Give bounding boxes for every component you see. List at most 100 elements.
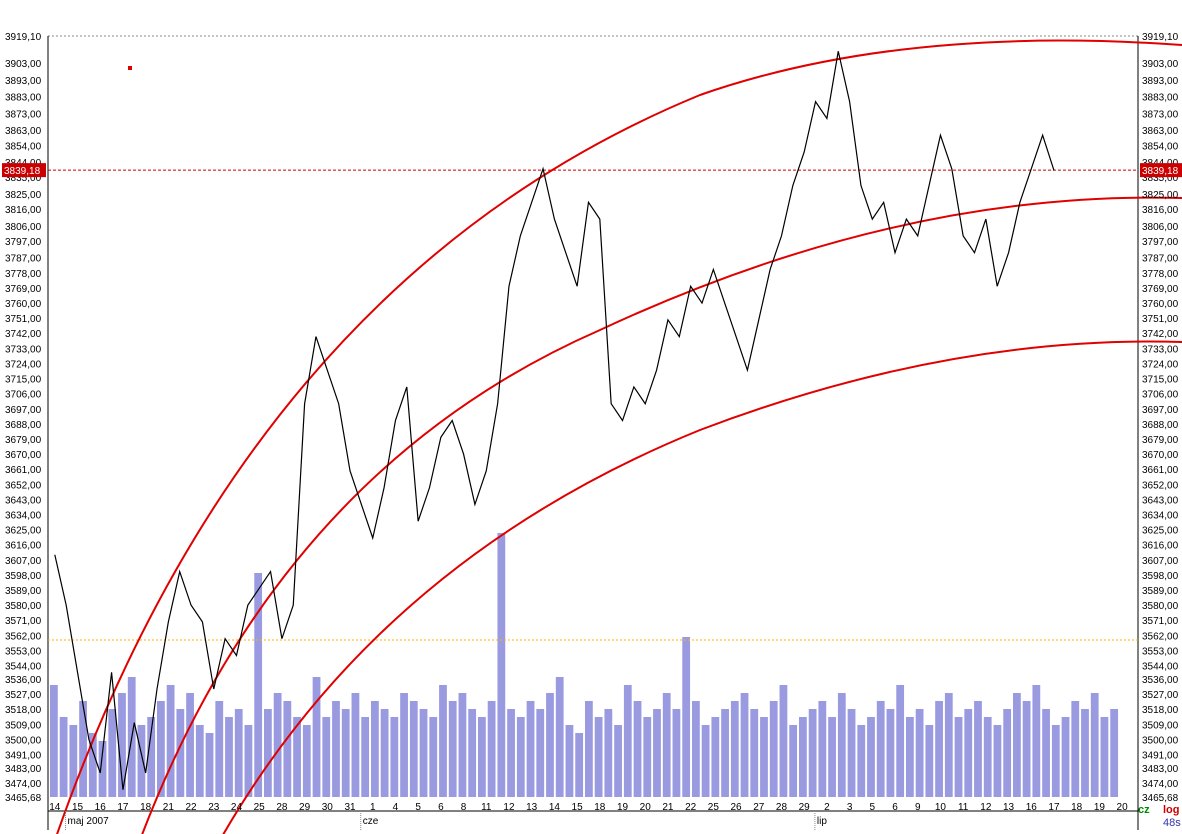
y-axis-right: 3919,10 3903,00 3893,00 3883,00 3873,00 3863,…	[1142, 32, 1179, 804]
volume-bar	[283, 701, 292, 797]
y-tick-label-left: 3607,00	[5, 556, 42, 567]
x-tick-label: 26	[731, 802, 743, 813]
volume-bar	[944, 693, 953, 797]
x-tick-label: 8	[461, 802, 467, 813]
y-tick-label-right: 3697,00	[1142, 405, 1179, 416]
y-tick-label-right: 3919,10	[1142, 32, 1179, 43]
y-tick-label-right: 3863,00	[1142, 126, 1179, 137]
y-tick-label-left: 3580,00	[5, 601, 42, 612]
volume-bar	[390, 717, 399, 797]
x-tick-label: 25	[708, 802, 720, 813]
x-tick-label: 2	[824, 802, 830, 813]
y-tick-label-left: 3919,10	[5, 32, 42, 43]
y-tick-label-left: 3509,00	[5, 720, 42, 731]
volume-bar	[711, 717, 720, 797]
volume-bar	[760, 717, 768, 797]
volume-bar	[769, 701, 778, 797]
x-tick-label: 29	[799, 802, 811, 813]
x-tick-label: 15	[72, 802, 84, 813]
volume-bar	[643, 717, 652, 797]
y-tick-label-right: 3580,00	[1142, 601, 1179, 612]
y-tick-label-left: 3733,00	[5, 344, 42, 355]
x-tick-label: 12	[503, 802, 515, 813]
volume-bar	[147, 717, 156, 797]
x-tick-label: 6	[438, 802, 444, 813]
volume-bar	[487, 701, 496, 797]
legend-cz[interactable]: cz	[1138, 804, 1150, 816]
volume-bar	[585, 701, 593, 797]
volume-bar	[225, 717, 233, 797]
y-tick-label-left: 3742,00	[5, 329, 42, 340]
volume-bar	[847, 709, 856, 797]
volume-bar	[1003, 709, 1012, 797]
y-tick-label-right: 3634,00	[1142, 510, 1179, 521]
arc-line	[222, 340, 1182, 834]
volume-bar	[351, 693, 360, 797]
y-tick-label-left: 3760,00	[5, 299, 42, 310]
volume-bar	[935, 701, 943, 797]
x-tick-label: 12	[980, 802, 992, 813]
volume-bar	[750, 709, 759, 797]
volume-bar	[692, 701, 700, 797]
volume-bar	[1061, 717, 1070, 797]
y-tick-label-right: 3778,00	[1142, 269, 1179, 280]
x-tick-label: 18	[1071, 802, 1083, 813]
volume-bar	[361, 717, 370, 797]
x-tick-label: 22	[186, 802, 198, 813]
y-tick-label-left: 3863,00	[5, 126, 42, 137]
current-price-marker-left	[2, 163, 46, 178]
y-tick-label-left: 3562,00	[5, 631, 42, 642]
volume-bar	[497, 533, 506, 797]
x-tick-label: 16	[1026, 802, 1038, 813]
y-tick-label-left: 3643,00	[5, 495, 42, 506]
volume-bar	[896, 685, 905, 797]
volume-bar	[993, 725, 1002, 797]
volume-bar	[157, 701, 165, 797]
y-tick-label-left: 3697,00	[5, 405, 42, 416]
volume-bar	[594, 717, 603, 797]
y-tick-label-right: 3715,00	[1142, 375, 1179, 386]
volume-bar	[526, 701, 535, 797]
reference-lines	[47, 35, 1139, 830]
legend-log[interactable]: log	[1163, 804, 1180, 816]
volume-bar	[1022, 701, 1031, 797]
volume-bar	[604, 709, 613, 797]
y-tick-label-left: 3518,00	[5, 705, 42, 716]
y-tick-label-right: 3607,00	[1142, 556, 1179, 567]
y-tick-label-right: 3751,00	[1142, 314, 1179, 325]
volume-bar	[108, 709, 117, 797]
x-tick-label: 21	[163, 802, 175, 813]
volume-bar	[79, 701, 87, 797]
x-tick-label: 27	[753, 802, 765, 813]
volume-bar	[925, 725, 934, 797]
x-tick-label: 21	[662, 802, 674, 813]
price-line	[54, 51, 1055, 790]
y-tick-label-left: 3825,00	[5, 190, 42, 201]
y-tick-label-right: 3544,00	[1142, 662, 1179, 673]
y-tick-label-right: 3562,00	[1142, 631, 1179, 642]
legend-time: 48s	[1163, 817, 1181, 829]
volume-bar	[448, 701, 457, 797]
volume-bar	[623, 685, 632, 797]
x-tick-label: 3	[847, 802, 853, 813]
y-tick-label-left: 3797,00	[5, 237, 42, 248]
volume-bar	[273, 693, 282, 797]
y-tick-label-left: 3598,00	[5, 571, 42, 582]
y-tick-label-left: 3491,00	[5, 751, 42, 762]
x-tick-label: 28	[776, 802, 788, 813]
volume-bar	[1110, 709, 1119, 797]
current-price-marker-right	[1140, 163, 1182, 178]
volume-bar	[254, 573, 263, 797]
y-tick-label-left: 3661,00	[5, 465, 42, 476]
volume-bar	[1042, 709, 1050, 797]
stray-marker	[128, 66, 132, 70]
volume-bar	[312, 677, 321, 797]
y-tick-label-right: 3733,00	[1142, 344, 1179, 355]
y-tick-label-right: 3661,00	[1142, 465, 1179, 476]
y-tick-label-left: 3616,00	[5, 541, 42, 552]
y-tick-label-right: 3625,00	[1142, 526, 1179, 537]
y-tick-label-right: 3679,00	[1142, 435, 1179, 446]
x-tick-label: 29	[299, 802, 311, 813]
current-price-label-left: 3839,18	[4, 166, 41, 177]
